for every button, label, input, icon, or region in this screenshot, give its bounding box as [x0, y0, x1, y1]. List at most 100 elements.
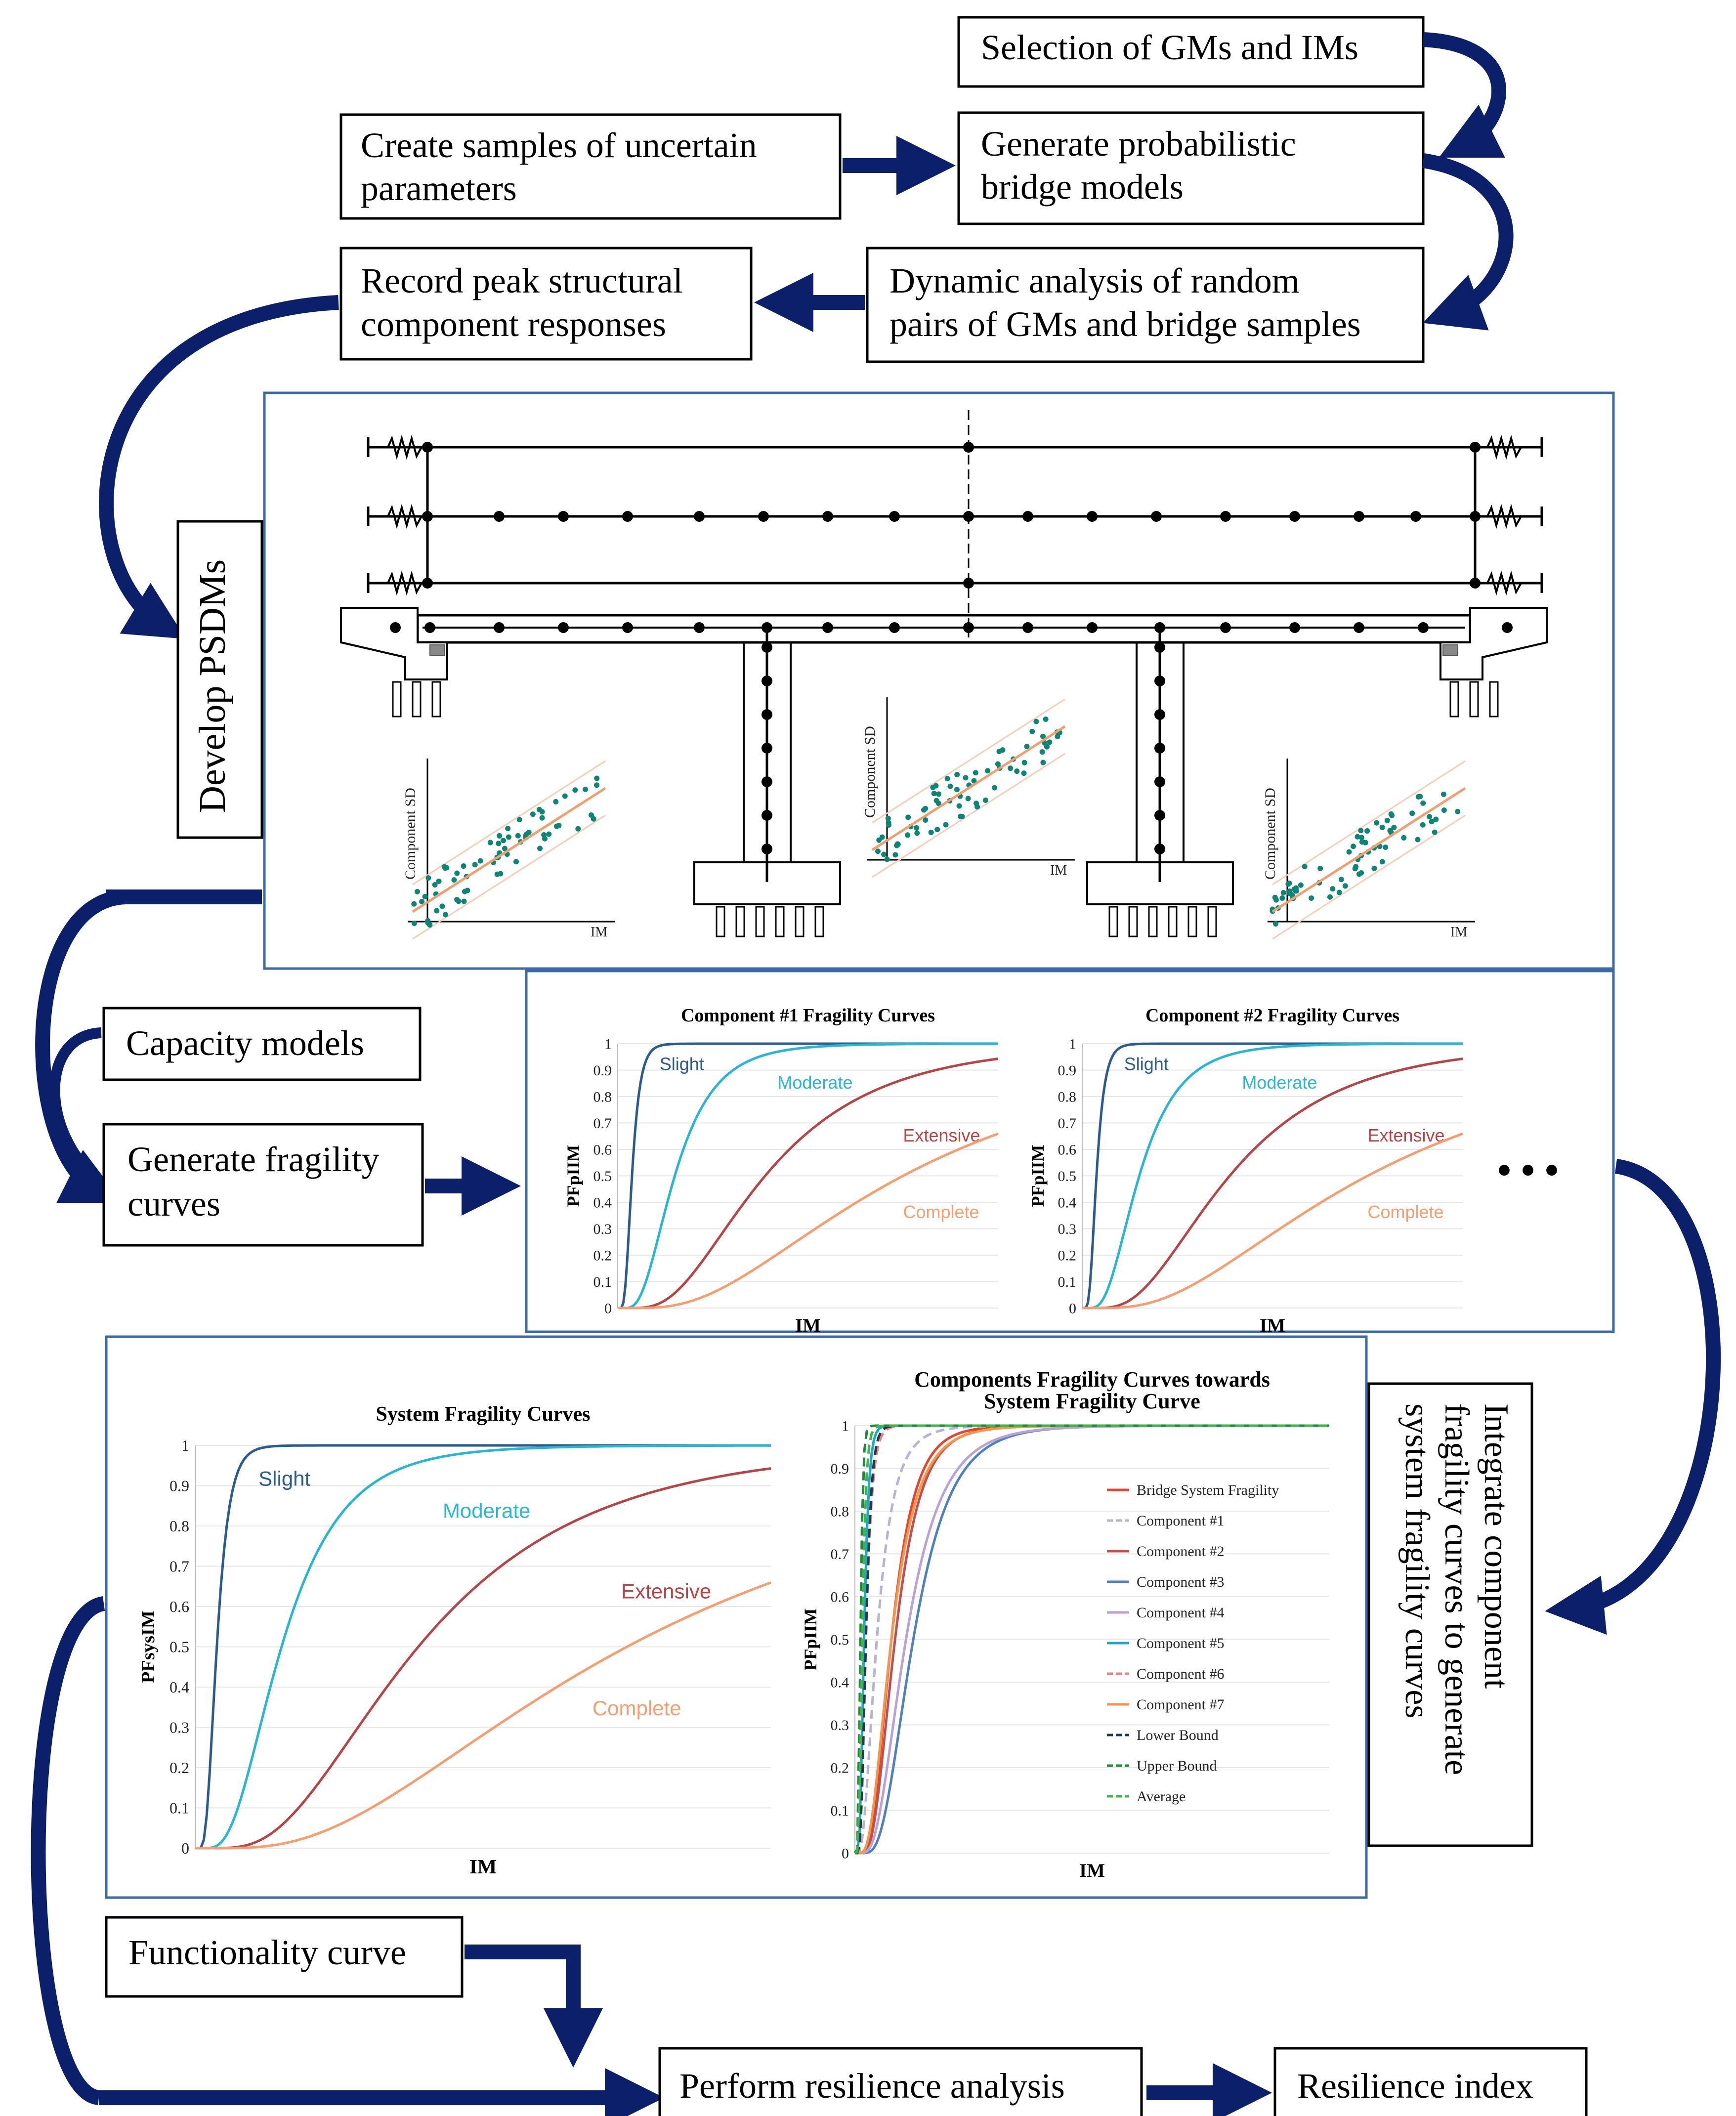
y-tick-label: 0.1	[169, 1799, 189, 1817]
y-tick-label: 0.4	[593, 1195, 612, 1211]
y-tick-label: 0.9	[169, 1477, 189, 1495]
psdm-point	[432, 882, 438, 888]
y-tick-label: 1	[1069, 1036, 1076, 1053]
psdm-point	[441, 864, 447, 870]
bridge-node	[1410, 511, 1421, 522]
psdm-point	[506, 834, 511, 840]
psdm-band-line	[412, 814, 606, 940]
psdm-point	[562, 793, 568, 799]
develop-psdms-label: Develop PSDMs	[192, 559, 233, 813]
component-fragility-panel	[525, 970, 1615, 1333]
psdm-point	[1364, 828, 1370, 834]
box-select-gm: Selection of GMs and IMs	[957, 16, 1425, 88]
legend-label: Upper Bound	[1137, 1758, 1217, 1774]
psdm-fit-line	[871, 725, 1066, 851]
arrow-select-to-generate	[1423, 32, 1506, 158]
psdm-point	[1008, 765, 1014, 771]
psdm-point	[542, 836, 548, 842]
legend-label: Component #2	[1137, 1543, 1225, 1560]
psdm-xlabel: IM	[591, 925, 607, 940]
psdm-point	[1021, 760, 1027, 765]
system-fragility-panel	[105, 1335, 1368, 1899]
psdm-point	[894, 841, 900, 847]
psdm-point	[1388, 811, 1394, 817]
x-axis-label: IM	[1260, 1315, 1285, 1336]
psdm-point	[553, 799, 559, 804]
psdm-point	[1291, 887, 1297, 892]
x-axis-label: IM	[1079, 1860, 1105, 1881]
y-tick-label: 0.1	[1058, 1274, 1077, 1290]
series-label: Complete	[903, 1202, 979, 1222]
series-label: Extensive	[903, 1125, 980, 1145]
y-tick-label: 0.8	[1058, 1089, 1077, 1105]
x-axis-label: IM	[469, 1855, 497, 1878]
psdm-point	[943, 822, 949, 828]
psdm-point	[905, 832, 911, 838]
psdm-point	[546, 831, 552, 837]
bridge-node	[963, 578, 974, 589]
psdm-point	[572, 787, 578, 793]
psdm-point	[1420, 800, 1426, 806]
y-tick-label: 0.8	[831, 1504, 849, 1520]
legend-label: Component #1	[1137, 1513, 1225, 1529]
box-create-samples: Create samples of uncertain parameters	[339, 113, 842, 220]
record-label-2: component responses	[361, 304, 666, 344]
psdm-point	[1029, 728, 1035, 734]
psdm-point	[439, 903, 445, 909]
y-tick-label: 0	[842, 1846, 849, 1862]
psdm-point	[944, 776, 950, 782]
psdm-point	[539, 815, 545, 821]
bridge-node	[1220, 511, 1231, 522]
psdm-point	[434, 908, 440, 914]
psdm-band-line	[1272, 814, 1466, 940]
psdm-point	[591, 816, 596, 822]
psdm-point	[513, 859, 519, 865]
chart-title: Component #2 Fragility Curves	[1145, 1005, 1399, 1026]
psdm-point	[954, 771, 960, 777]
y-tick-label: 0.7	[169, 1558, 189, 1575]
pier-node	[1154, 776, 1165, 787]
pier-node	[762, 844, 772, 854]
y-tick-label: 1	[181, 1437, 189, 1454]
psdm-point	[461, 898, 467, 904]
y-tick-label: 0	[181, 1839, 189, 1857]
psdm-point	[487, 840, 493, 846]
series-label: Moderate	[777, 1072, 852, 1093]
psdm-point	[933, 798, 939, 804]
psdm-point	[496, 841, 502, 846]
y-tick-label: 0.9	[593, 1062, 612, 1079]
bridge-node	[1220, 622, 1231, 633]
psdm-point	[1383, 844, 1389, 850]
series-label: Slight	[258, 1467, 310, 1490]
bridge-node	[494, 511, 505, 522]
create-samples-label-2: parameters	[361, 169, 517, 208]
y-axis-label: PFpIIM	[1028, 1145, 1048, 1207]
y-tick-label: 0.7	[1058, 1115, 1077, 1132]
arrow-to-integrate	[1545, 1159, 1721, 1635]
psdm-point	[982, 797, 988, 803]
bridge-node	[762, 622, 772, 633]
y-tick-label: 0.6	[593, 1142, 612, 1158]
ellipsis: • • •	[1497, 1149, 1559, 1192]
resilience-label: Resilience index	[1297, 2066, 1533, 2106]
bridge-node	[422, 511, 433, 522]
psdm-point	[954, 787, 960, 793]
capacity-label: Capacity models	[126, 1023, 364, 1063]
psdm-panel	[263, 391, 1615, 970]
box-functionality: Functionality curve	[105, 1916, 464, 1998]
y-tick-label: 0.2	[169, 1759, 189, 1777]
pier-node	[1154, 844, 1165, 854]
psdm-point	[515, 833, 521, 839]
bridge-node	[1289, 511, 1300, 522]
psdm-point	[1040, 760, 1046, 765]
bridge-node	[758, 511, 769, 522]
bridge-node	[1154, 622, 1165, 633]
y-tick-label: 0.5	[831, 1632, 849, 1648]
x-axis-label: IM	[795, 1315, 821, 1336]
psdm-point	[583, 786, 589, 792]
y-axis-label: PFpIIM	[563, 1145, 583, 1207]
bridge-node	[963, 442, 974, 453]
psdm-band-line	[872, 698, 1065, 824]
